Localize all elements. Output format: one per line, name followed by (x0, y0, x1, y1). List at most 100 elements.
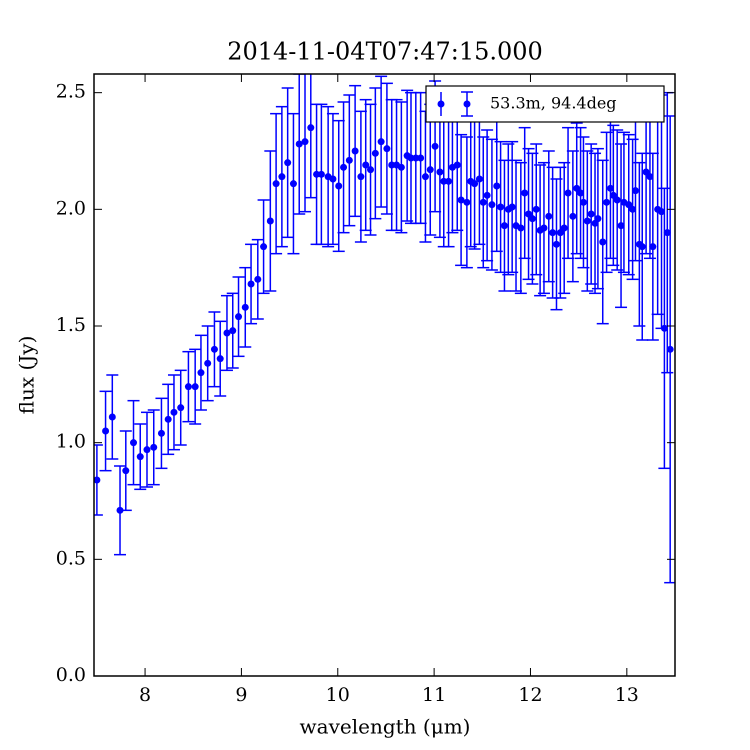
data-point (329, 175, 337, 183)
data-point (150, 443, 158, 451)
plot-frame (93, 73, 676, 677)
data-point (471, 180, 479, 188)
data-point (130, 439, 138, 447)
data-point (254, 275, 262, 283)
data-point (191, 383, 199, 391)
data-point (599, 238, 607, 246)
data-point (421, 173, 429, 181)
x-tick-label: 10 (326, 684, 350, 706)
data-point (613, 196, 621, 204)
data-point (431, 142, 439, 150)
data-point (577, 189, 585, 197)
data-point (357, 173, 365, 181)
legend-marker (463, 100, 471, 108)
data-point (552, 240, 560, 248)
data-point (223, 329, 231, 337)
data-point (94, 476, 101, 484)
data-point (625, 201, 633, 209)
data-point (560, 224, 568, 232)
data-point (528, 215, 536, 223)
data-point (260, 243, 268, 251)
data-point (204, 359, 212, 367)
data-point (371, 149, 379, 157)
y-tick-label: 2.0 (56, 197, 86, 219)
data-point (556, 229, 564, 237)
data-point (164, 415, 172, 423)
data-point (157, 429, 165, 437)
data-point (497, 203, 505, 211)
data-point (313, 170, 321, 178)
data-point (638, 243, 646, 251)
chart-title: 2014-11-04T07:47:15.000 (227, 38, 543, 66)
data-point (177, 404, 185, 412)
data-point (426, 166, 434, 174)
data-point (564, 189, 572, 197)
legend-label: 53.3m, 94.4deg (490, 94, 617, 113)
data-point (345, 156, 353, 164)
data-point (216, 355, 224, 363)
data-point (278, 173, 286, 181)
data-point (479, 198, 487, 206)
data-point (317, 170, 325, 178)
data-point (549, 229, 557, 237)
x-tick-label: 9 (235, 684, 247, 706)
data-point (663, 229, 671, 237)
data-point (108, 413, 116, 421)
data-point (606, 184, 614, 192)
data-point (483, 191, 491, 199)
data-point (660, 324, 668, 332)
data-point (532, 205, 540, 213)
data-point (617, 222, 625, 230)
data-point (440, 177, 448, 185)
data-point (362, 161, 370, 169)
data-point (453, 161, 461, 169)
data-point (493, 182, 501, 190)
data-point (594, 215, 602, 223)
plot-area (94, 74, 675, 584)
data-point (417, 154, 425, 162)
y-tick-label: 0.5 (56, 547, 86, 569)
data-point (525, 210, 533, 218)
data-point (210, 345, 218, 353)
data-point (412, 154, 420, 162)
legend-marker (437, 100, 445, 108)
data-point (658, 208, 666, 216)
data-point (289, 180, 297, 188)
data-point (517, 224, 525, 232)
data-point (367, 166, 375, 174)
data-point (307, 124, 315, 132)
data-point (229, 327, 237, 335)
data-point (521, 189, 529, 197)
data-point (197, 369, 205, 377)
data-point (573, 184, 581, 192)
x-axis-label: wavelength (μm) (300, 715, 471, 739)
data-point (247, 280, 255, 288)
data-point (436, 168, 444, 176)
data-point (545, 212, 553, 220)
data-point (508, 203, 516, 211)
data-point (266, 217, 274, 225)
data-point (170, 408, 178, 416)
data-point (579, 198, 587, 206)
data-point (631, 187, 639, 195)
data-point (143, 446, 151, 454)
x-tick-label: 13 (615, 684, 639, 706)
data-point (649, 243, 657, 251)
y-tick-label: 1.5 (56, 314, 86, 336)
y-tick-label: 1.0 (56, 431, 86, 453)
data-point (646, 173, 654, 181)
data-point (666, 345, 674, 353)
x-tick-label: 8 (139, 684, 151, 706)
data-point (136, 453, 144, 461)
data-point (642, 168, 650, 176)
data-point (407, 154, 415, 162)
data-point (445, 177, 453, 185)
x-tick-label: 12 (518, 684, 542, 706)
data-point (377, 138, 385, 146)
data-point (587, 210, 595, 218)
data-point (540, 224, 548, 232)
data-point (457, 196, 465, 204)
data-point (569, 212, 577, 220)
